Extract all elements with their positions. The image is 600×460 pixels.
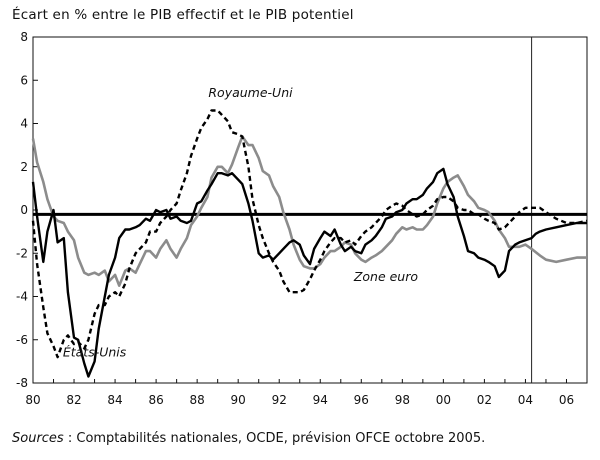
y-tick-label: -2 bbox=[16, 246, 28, 260]
x-tick-label: 98 bbox=[395, 393, 410, 407]
y-tick-label: 4 bbox=[20, 117, 28, 131]
y-tick-label: 6 bbox=[20, 73, 28, 87]
series-line-etats-unis bbox=[31, 167, 587, 378]
x-tick-label: 86 bbox=[148, 393, 163, 407]
annotation-royaume-uni: Royaume-Uni bbox=[208, 85, 293, 100]
x-tick-label: 90 bbox=[231, 393, 246, 407]
plot-frame bbox=[32, 36, 588, 384]
x-tick-label: 80 bbox=[25, 393, 40, 407]
chart-title: Écart en % entre le PIB effectif et le P… bbox=[12, 7, 354, 23]
series-layer bbox=[31, 109, 588, 378]
x-tick-label: 88 bbox=[190, 393, 205, 407]
x-axis-ticks: 80 82 84 86 88 90 92 94 96 98 00 02 04 06 bbox=[25, 379, 588, 407]
annotation-etats-unis: États-Unis bbox=[63, 345, 127, 360]
y-tick-label: 2 bbox=[20, 160, 28, 174]
source-note: Sources : Comptabilités nationales, OCDE… bbox=[12, 431, 485, 446]
x-tick-label: 00 bbox=[436, 393, 451, 407]
y-tick-label: -8 bbox=[16, 376, 28, 390]
y-tick-label: 8 bbox=[20, 30, 28, 44]
y-tick-label: -6 bbox=[16, 333, 28, 347]
x-tick-label: 94 bbox=[313, 393, 328, 407]
source-text: : Comptabilités nationales, OCDE, prévis… bbox=[63, 431, 486, 446]
series-line-zone-euro bbox=[31, 135, 587, 287]
x-tick-label: 82 bbox=[66, 393, 81, 407]
y-tick-label: -4 bbox=[16, 290, 28, 304]
x-tick-label: 04 bbox=[518, 393, 533, 407]
annotation-layer: Royaume-Uni Zone euro États-Unis bbox=[63, 85, 419, 360]
source-label: Sources bbox=[12, 431, 64, 446]
series-line-royaume-uni bbox=[31, 109, 588, 359]
x-tick-label: 96 bbox=[354, 393, 369, 407]
annotation-zone-euro: Zone euro bbox=[353, 269, 419, 284]
x-tick-label: 06 bbox=[559, 393, 574, 407]
y-tick-label: 0 bbox=[20, 203, 28, 217]
x-tick-label: 92 bbox=[272, 393, 287, 407]
y-axis-ticks: -8 -6 -4 -2 0 2 4 6 8 bbox=[16, 30, 38, 390]
x-tick-label: 02 bbox=[477, 393, 492, 407]
x-tick-label: 84 bbox=[107, 393, 122, 407]
